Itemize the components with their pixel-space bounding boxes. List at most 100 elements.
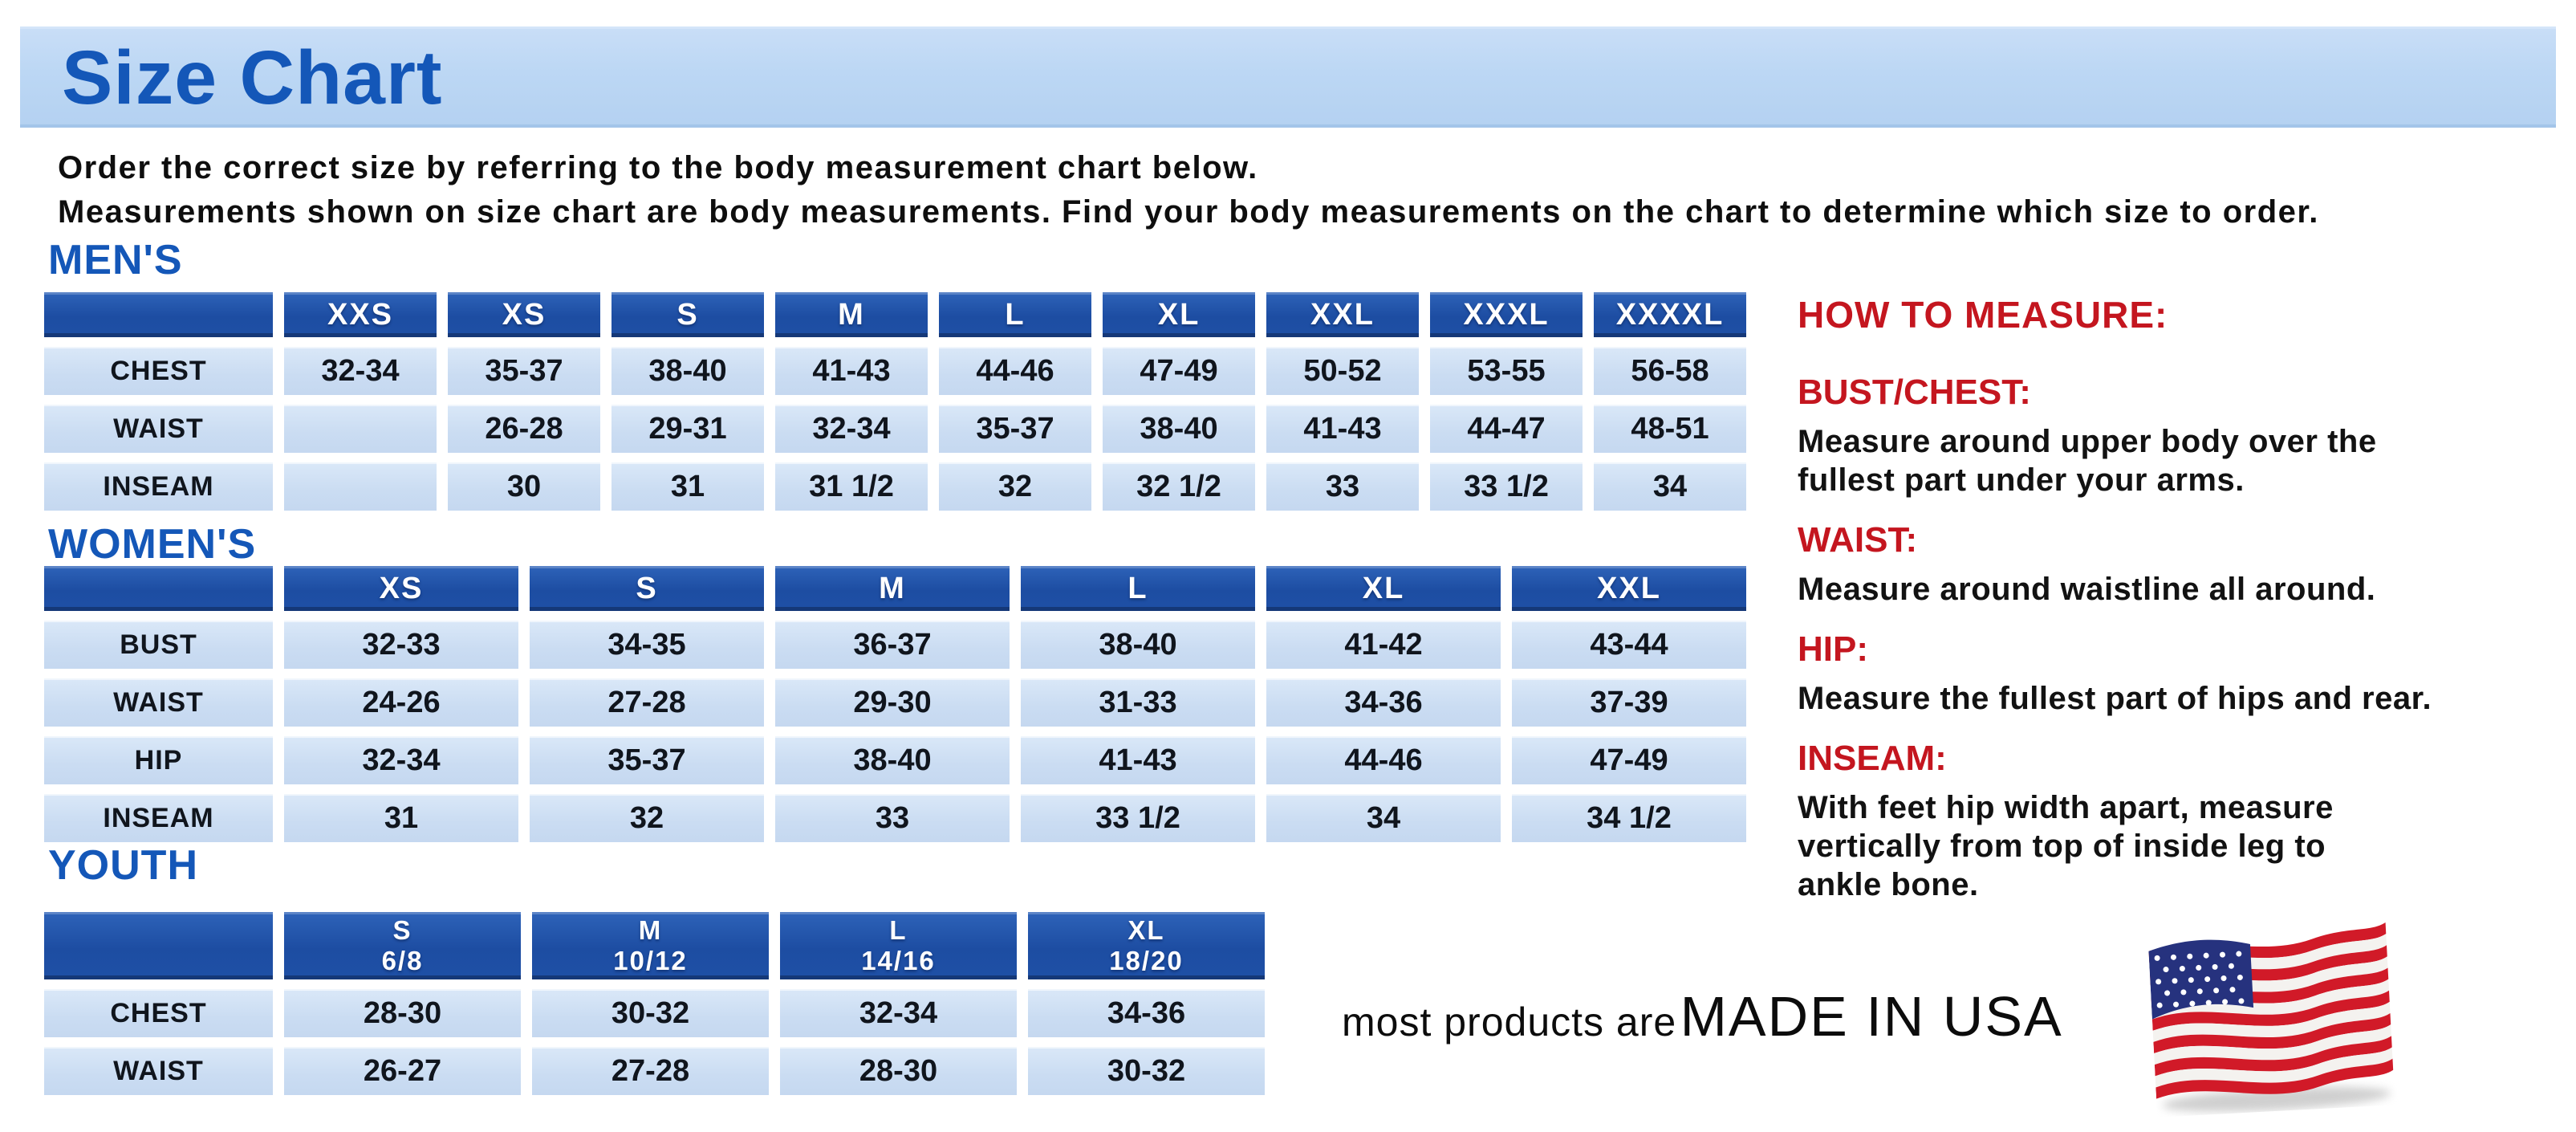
column-header: S: [611, 292, 764, 337]
row-label: WAIST: [44, 678, 273, 727]
intro-line-2: Measurements shown on size chart are bod…: [58, 194, 2319, 230]
cell: 32-34: [284, 736, 518, 784]
column-header: L: [1021, 566, 1255, 611]
cell: 26-28: [448, 405, 600, 453]
size-range: 18/20: [1109, 946, 1184, 975]
column-header: S 6/8: [284, 912, 521, 979]
table-row: HIP 32-34 35-37 38-40 41-43 44-46 47-49: [44, 736, 1746, 784]
cell: 34: [1594, 462, 1746, 511]
size-label: S: [392, 915, 412, 945]
column-header: L 14/16: [780, 912, 1017, 979]
cell: 30: [448, 462, 600, 511]
cell: 34-36: [1028, 989, 1265, 1037]
cell: 32: [530, 794, 764, 842]
cell: 35-37: [530, 736, 764, 784]
cell: 30-32: [1028, 1047, 1265, 1095]
row-label: CHEST: [44, 989, 273, 1037]
cell: 32-34: [775, 405, 928, 453]
made-in-usa-prefix: most products are: [1342, 1000, 1677, 1044]
cell: 34 1/2: [1512, 794, 1746, 842]
table-row: WAIST 26-28 29-31 32-34 35-37 38-40 41-4…: [44, 405, 1746, 453]
cell: 32: [939, 462, 1091, 511]
cell: 38-40: [611, 347, 764, 395]
cell: [284, 405, 437, 453]
made-in-usa-line: most products are MADE IN USA: [1342, 984, 2063, 1049]
table-row: INSEAM 30 31 31 1/2 32 32 1/2 33 33 1/2 …: [44, 462, 1746, 511]
measure-text: With feet hip width apart, measure: [1798, 790, 2334, 825]
cell: 33 1/2: [1430, 462, 1583, 511]
size-range: 14/16: [861, 946, 936, 975]
corner-cell: [44, 566, 273, 611]
column-header: XXXXL: [1594, 292, 1746, 337]
cell: 41-43: [1266, 405, 1419, 453]
row-label: CHEST: [44, 347, 273, 395]
cell: 53-55: [1430, 347, 1583, 395]
cell: 27-28: [532, 1047, 769, 1095]
cell: 41-42: [1266, 621, 1501, 669]
measure-label-bust-chest: BUST/CHEST:: [1798, 373, 2031, 412]
cell: 41-43: [775, 347, 928, 395]
row-label: INSEAM: [44, 462, 273, 511]
cell: 27-28: [530, 678, 764, 727]
cell: 47-49: [1103, 347, 1255, 395]
measure-label-hip: HIP:: [1798, 629, 1868, 669]
measure-text: vertically from top of inside leg to: [1798, 829, 2326, 864]
cell: 33: [775, 794, 1010, 842]
size-range: 6/8: [381, 946, 424, 975]
intro-line-1: Order the correct size by referring to t…: [58, 150, 1258, 185]
cell: 36-37: [775, 621, 1010, 669]
table-row: WAIST 26-27 27-28 28-30 30-32: [44, 1047, 1265, 1095]
cell: [284, 462, 437, 511]
cell: 34-36: [1266, 678, 1501, 727]
cell: 44-46: [1266, 736, 1501, 784]
how-to-measure-heading: HOW TO MEASURE:: [1798, 294, 2168, 336]
cell: 28-30: [284, 989, 521, 1037]
size-label: L: [889, 915, 908, 945]
column-header: XS: [284, 566, 518, 611]
size-range: 10/12: [613, 946, 688, 975]
column-header: XL: [1103, 292, 1255, 337]
column-header: XXS: [284, 292, 437, 337]
cell: 30-32: [532, 989, 769, 1037]
cell: 28-30: [780, 1047, 1017, 1095]
cell: 50-52: [1266, 347, 1419, 395]
cell: 31-33: [1021, 678, 1255, 727]
cell: 29-30: [775, 678, 1010, 727]
how-to-measure-panel: HOW TO MEASURE: BUST/CHEST: Measure arou…: [1798, 294, 2552, 904]
table-row: WAIST 24-26 27-28 29-30 31-33 34-36 37-3…: [44, 678, 1746, 727]
womens-header-row: XS S M L XL XXL: [44, 566, 1746, 611]
row-label: BUST: [44, 621, 273, 669]
cell: 29-31: [611, 405, 764, 453]
column-header: L: [939, 292, 1091, 337]
corner-cell: [44, 912, 273, 979]
womens-section-heading: WOMEN'S: [48, 521, 257, 568]
measure-text: ankle bone.: [1798, 867, 1979, 902]
cell: 31: [284, 794, 518, 842]
cell: 38-40: [775, 736, 1010, 784]
cell: 47-49: [1512, 736, 1746, 784]
mens-section-heading: MEN'S: [48, 237, 183, 283]
corner-cell: [44, 292, 273, 337]
measure-text: Measure around upper body over the: [1798, 424, 2377, 459]
measure-label-waist: WAIST:: [1798, 520, 1918, 560]
cell: 56-58: [1594, 347, 1746, 395]
cell: 43-44: [1512, 621, 1746, 669]
cell: 24-26: [284, 678, 518, 727]
made-in-usa-text: MADE IN USA: [1680, 985, 2063, 1048]
column-header: M 10/12: [532, 912, 769, 979]
mens-header-row: XXS XS S M L XL XXL XXXL XXXXL: [44, 292, 1746, 337]
intro-text: Order the correct size by referring to t…: [58, 146, 2570, 234]
youth-size-table: S 6/8 M 10/12 L 14/16 XL 18/20 CHES: [33, 902, 1276, 1105]
table-row: CHEST 28-30 30-32 32-34 34-36: [44, 989, 1265, 1037]
cell: 32-34: [284, 347, 437, 395]
table-row: INSEAM 31 32 33 33 1/2 34 34 1/2: [44, 794, 1746, 842]
cell: 31: [611, 462, 764, 511]
cell: 26-27: [284, 1047, 521, 1095]
column-header: M: [775, 292, 928, 337]
cell: 31 1/2: [775, 462, 928, 511]
cell: 37-39: [1512, 678, 1746, 727]
column-header: XXL: [1266, 292, 1419, 337]
title-banner: Size Chart: [20, 26, 2556, 128]
cell: 44-46: [939, 347, 1091, 395]
